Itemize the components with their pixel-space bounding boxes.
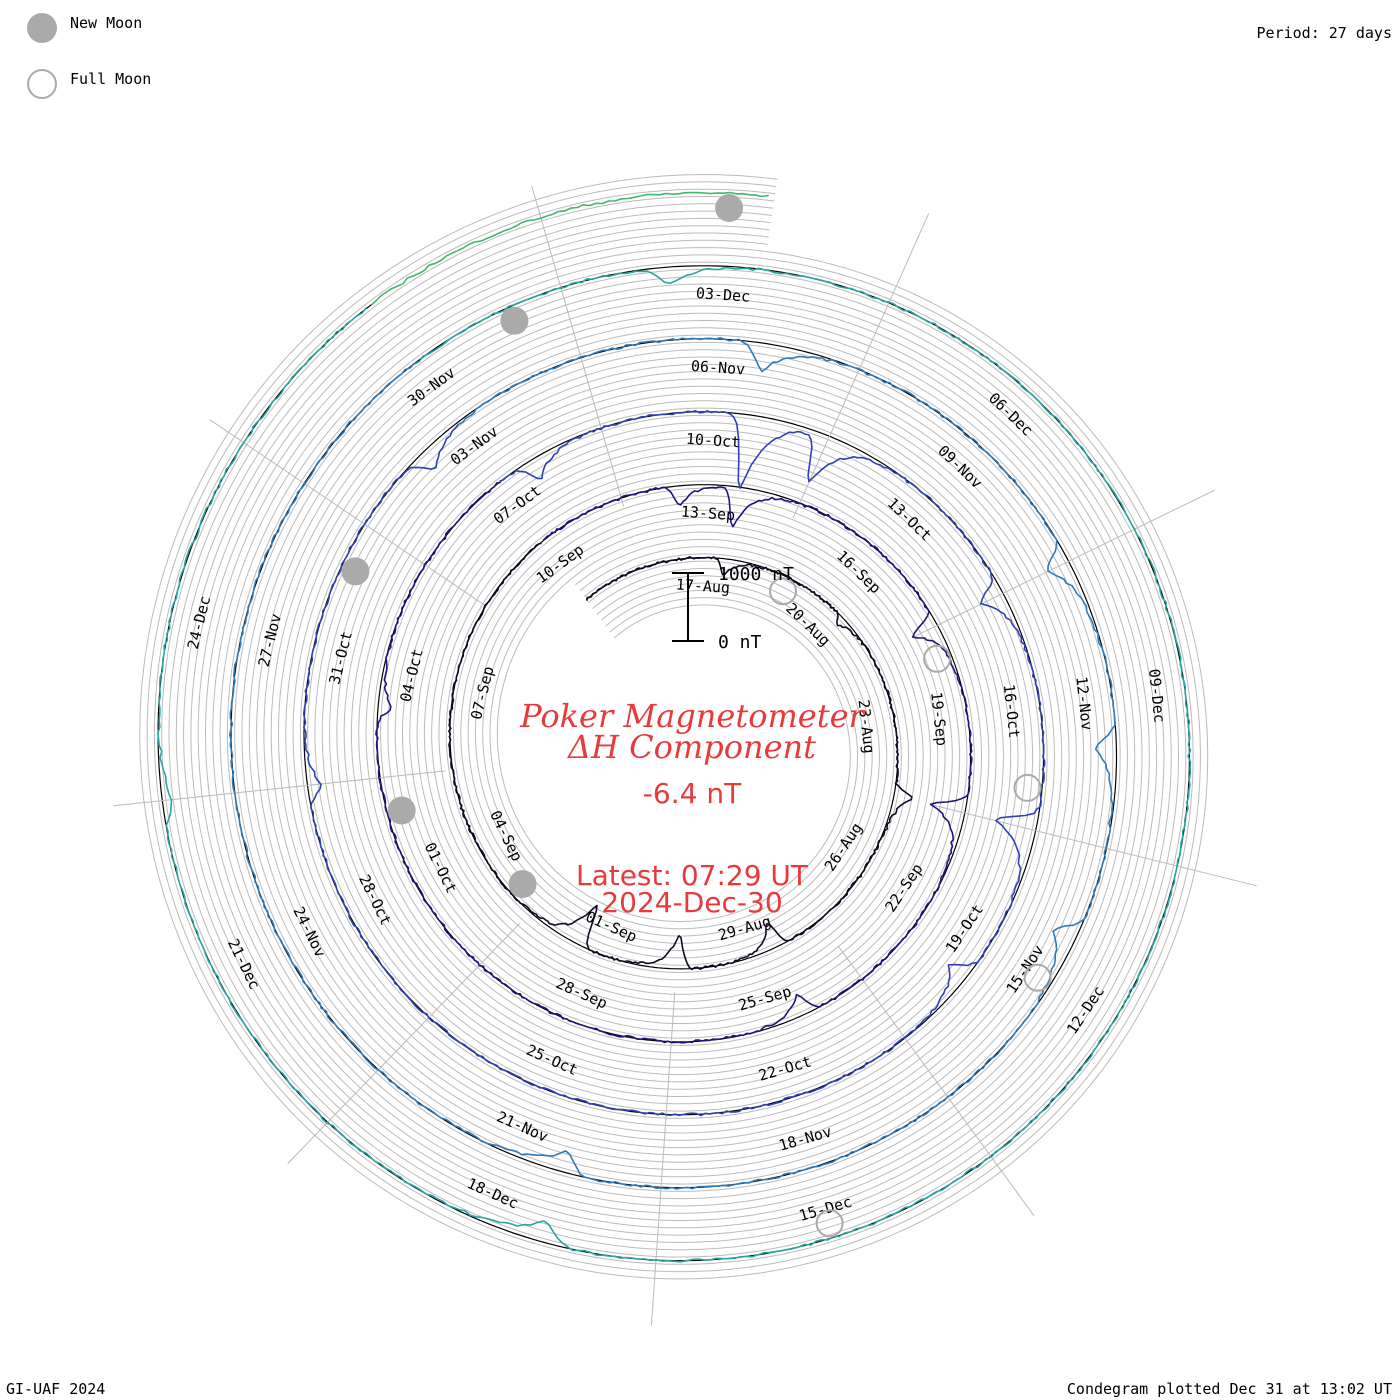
scale-bottom-label: 0 nT xyxy=(718,632,762,653)
grid-spiral xyxy=(168,203,1179,1251)
plotted-label: Condegram plotted Dec 31 at 13:02 UT xyxy=(1067,1380,1392,1398)
grid-spoke xyxy=(531,185,625,507)
grid-spoke xyxy=(287,923,521,1164)
spiral-grid xyxy=(139,174,1209,1280)
grid-spoke xyxy=(792,213,930,519)
date-label: 28-Oct xyxy=(355,872,395,929)
scale-top-label: 1000 nT xyxy=(718,564,794,585)
new-moon-marker xyxy=(387,796,416,825)
latest-time: Latest: 07:29 UT xyxy=(576,859,809,892)
date-label: 03-Dec xyxy=(695,284,750,306)
series-line-rotation-6 xyxy=(370,191,769,306)
date-label: 21-Nov xyxy=(494,1108,551,1146)
grid-spiral xyxy=(190,225,1158,1229)
full-moon-legend-icon xyxy=(27,69,57,99)
new-moon-marker xyxy=(715,194,744,222)
grid-spiral xyxy=(183,217,1165,1236)
grid-spoke xyxy=(650,992,676,1326)
full-moon-marker xyxy=(815,1209,844,1238)
date-label: 24-Nov xyxy=(289,904,329,961)
date-label: 04-Sep xyxy=(486,808,526,865)
date-label: 28-Sep xyxy=(553,974,610,1012)
date-label: 17-Aug xyxy=(675,575,730,597)
full-moon-marker xyxy=(923,644,952,673)
date-label: 25-Oct xyxy=(524,1041,581,1079)
date-label: 13-Sep xyxy=(680,503,735,525)
date-label: 19-Oct xyxy=(942,901,987,956)
grid-spiral xyxy=(197,232,1150,1222)
full-moon-marker xyxy=(1013,773,1042,802)
date-label: 26-Aug xyxy=(821,819,866,874)
series-line-rotation-5 xyxy=(157,266,1192,1263)
grid-spiral xyxy=(161,196,1187,1258)
grid-spiral xyxy=(175,210,1172,1243)
period-label: Period: 27 days xyxy=(1257,24,1392,42)
chart-subtitle: ΔH Component xyxy=(566,728,816,766)
moon-markers xyxy=(341,194,1052,1238)
grid-spoke xyxy=(914,489,1216,637)
date-label: 22-Sep xyxy=(881,860,926,915)
dh-trace xyxy=(157,191,1192,1263)
date-label: 01-Oct xyxy=(421,840,461,897)
date-label: 09-Dec xyxy=(1145,668,1169,724)
date-label: 19-Sep xyxy=(927,691,951,747)
new-moon-legend-icon xyxy=(27,13,57,43)
new-moon-legend-label: New Moon xyxy=(70,14,142,32)
new-moon-marker xyxy=(341,557,370,586)
series-line-rotation-4 xyxy=(229,337,1116,1190)
date-label: 06-Nov xyxy=(690,357,745,379)
date-label: 18-Dec xyxy=(464,1174,521,1212)
scale-bar xyxy=(672,572,704,642)
full-moon-legend-label: Full Moon xyxy=(70,70,151,88)
date-label: 23-Aug xyxy=(855,699,879,755)
credit-label: GI-UAF 2024 xyxy=(6,1380,105,1398)
grid-spoke xyxy=(837,945,1035,1217)
new-moon-marker xyxy=(500,306,529,335)
grid-spiral xyxy=(146,181,1201,1273)
grid-spoke xyxy=(932,804,1257,887)
grid-spiral xyxy=(153,188,1194,1265)
series-line-rotation-3 xyxy=(302,410,1046,1117)
current-value: -6.4 nT xyxy=(643,777,742,810)
date-label: 10-Oct xyxy=(685,430,740,452)
full-moon-marker xyxy=(1023,963,1052,992)
full-moon-marker xyxy=(769,577,797,606)
series-line-rotation-1 xyxy=(448,542,913,971)
date-label: 12-Nov xyxy=(1072,676,1096,732)
new-moon-marker xyxy=(508,870,537,899)
date-label: 16-Oct xyxy=(1000,683,1024,739)
latest-date: 2024-Dec-30 xyxy=(601,886,782,919)
grid-spoke xyxy=(113,770,446,807)
grid-spiral xyxy=(139,174,1209,1280)
series-line-rotation-2 xyxy=(375,481,973,1044)
date-label: 21-Dec xyxy=(224,936,264,993)
date-label: 15-Nov xyxy=(1003,942,1048,997)
chart-title: Poker Magnetometer xyxy=(519,697,865,735)
grid-spoke xyxy=(209,419,487,607)
grid-spiral xyxy=(205,239,1143,1214)
